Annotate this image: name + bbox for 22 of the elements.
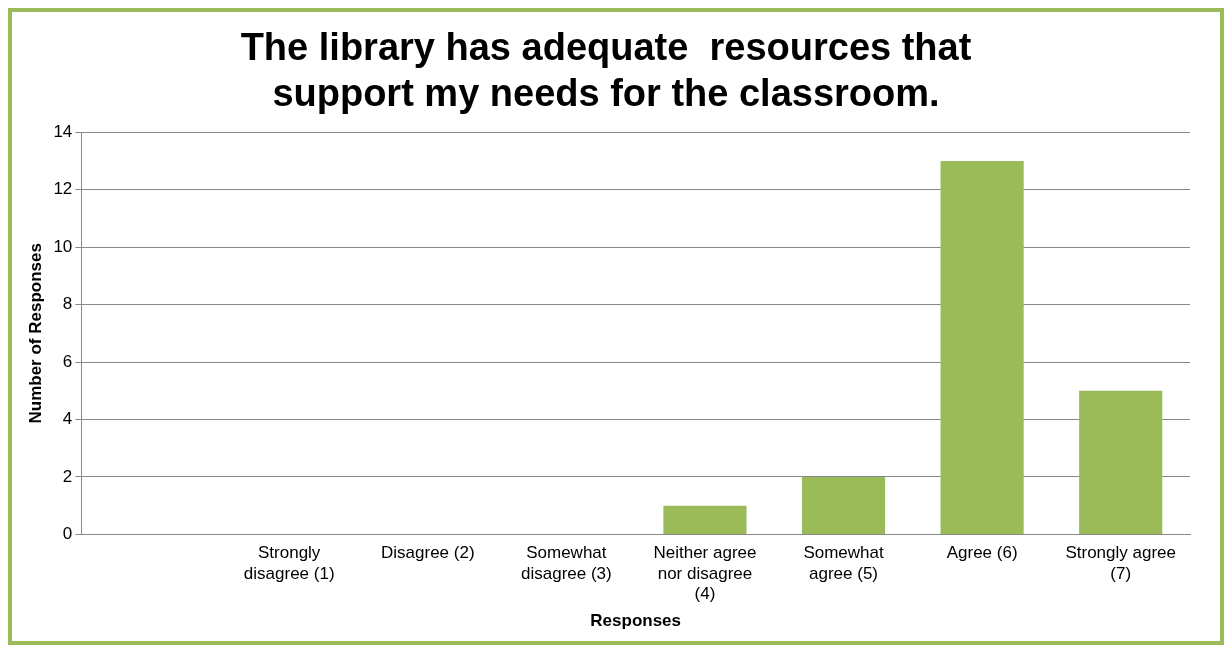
y-tick-label: 4 — [62, 409, 73, 429]
chart-title: The library has adequate resources that support my needs for the classroom. — [240, 26, 972, 114]
y-tick-label: 10 — [53, 236, 73, 256]
bar — [801, 476, 886, 534]
y-tick-label: 6 — [62, 351, 73, 371]
y-tick-label: 12 — [53, 179, 73, 199]
y-tick-label: 14 — [53, 121, 73, 141]
y-tick-label: 2 — [62, 466, 73, 486]
y-axis-title: Number of Responses — [25, 243, 45, 424]
bar — [1079, 390, 1163, 534]
y-tick-label: 8 — [62, 294, 73, 314]
bar — [940, 160, 1024, 534]
x-tick-label: Agree (6) — [946, 543, 1018, 563]
x-tick-label: Neither agree nor disagree (4) — [653, 543, 757, 604]
x-tick-label: Strongly disagree (1) — [243, 543, 335, 583]
x-tick-label: Somewhat disagree (3) — [521, 543, 612, 583]
bar — [663, 505, 747, 534]
x-tick-label: Disagree (2) — [381, 543, 475, 563]
x-tick-label: Somewhat agree (5) — [803, 543, 884, 583]
x-tick-label: Strongly agree (7) — [1065, 543, 1176, 583]
y-tick-label: 0 — [62, 524, 73, 544]
x-axis-title: Responses — [590, 611, 682, 631]
